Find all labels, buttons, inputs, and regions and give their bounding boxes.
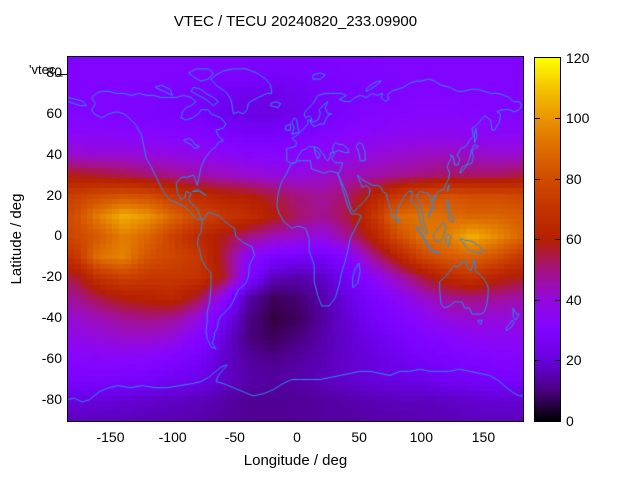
colorbar-tick-mark (555, 118, 560, 120)
colorbar-tick-mark (535, 360, 540, 362)
y-tick-label: 60 (46, 104, 62, 121)
x-axis-tick-labels: -150 -100 -50 0 50 100 150 (67, 429, 524, 447)
y-tick-label: 40 (46, 145, 62, 162)
x-axis-label: Longitude / deg (243, 452, 348, 469)
key-sample-line (57, 74, 68, 75)
map-plot-area (67, 56, 524, 422)
x-tick-label: 50 (351, 429, 367, 445)
colorbar-tick-label: 80 (566, 170, 582, 187)
y-tick-label: -40 (41, 309, 62, 326)
colorbar-tick-mark (555, 299, 560, 301)
colorbar-tick-label: 120 (566, 50, 590, 66)
colorbar-tick-mark (555, 239, 560, 241)
x-tick-label: -100 (158, 429, 187, 445)
colorbar-tick-label: 0 (566, 412, 574, 429)
colorbar-tick-label: 60 (566, 231, 582, 248)
x-tick-label: 100 (409, 429, 433, 445)
x-tick-label: -150 (96, 429, 125, 445)
x-tick-label: 150 (471, 429, 496, 445)
colorbar-tick-labels: 0 20 40 60 80 100 120 (566, 0, 606, 480)
colorbar-tick-mark (535, 239, 540, 241)
colorbar-tick-mark (535, 118, 540, 120)
vtec-heatmap-canvas (68, 57, 523, 421)
colorbar-tick-label: 20 (566, 352, 582, 369)
colorbar-tick-mark (555, 360, 560, 362)
x-tick-label: 0 (293, 429, 301, 445)
colorbar-tick-label: 40 (566, 291, 582, 308)
y-tick-label: -80 (41, 390, 62, 407)
plot-title: VTEC / TECU 20240820_233.09900 (173, 13, 418, 30)
x-tick-label: -50 (224, 429, 245, 445)
colorbar-tick-label: 100 (566, 110, 590, 127)
y-axis-label: Latitude / deg (8, 193, 25, 285)
colorbar (534, 57, 561, 422)
colorbar-tick-mark (535, 299, 540, 301)
y-tick-label: -60 (41, 350, 62, 367)
colorbar-tick-mark (535, 178, 540, 180)
colorbar-tick-mark (555, 178, 560, 180)
key-label: 'vtec_ (29, 62, 63, 77)
